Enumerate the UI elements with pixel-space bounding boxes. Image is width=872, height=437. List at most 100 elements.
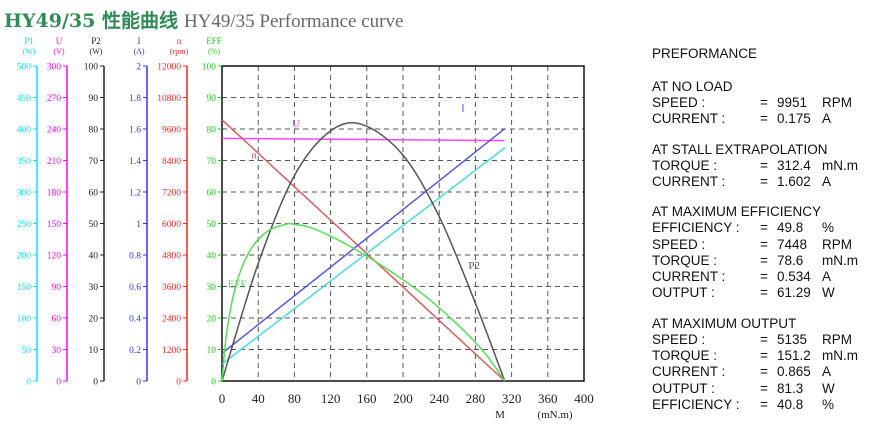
spec-equals: = — [760, 236, 768, 252]
spec-equals: = — [760, 285, 768, 301]
y-axis-unit-u: (V) — [53, 47, 64, 56]
y-tick-label-u: 60 — [52, 315, 62, 325]
y-tick-label-p1: 150 — [17, 283, 32, 293]
spec-value: 61.29 — [777, 285, 811, 301]
y-tick-label-eff: 100 — [202, 63, 217, 73]
spec-equals: = — [760, 173, 768, 189]
spec-unit: W — [822, 285, 835, 301]
y-tick-label-eff: 10 — [207, 346, 217, 356]
y-tick-label-i: 1.4 — [129, 157, 141, 167]
y-tick-label-eff: 20 — [207, 315, 217, 325]
y-tick-label-p2: 80 — [89, 126, 99, 136]
y-tick-label-i: 1.6 — [129, 126, 141, 136]
spec-value: 7448 — [777, 236, 808, 252]
y-tick-label-n: 8400 — [162, 157, 181, 167]
spec-unit: A — [822, 364, 832, 380]
y-axis-unit-i: (A) — [133, 47, 144, 56]
spec-equals: = — [760, 111, 768, 127]
spec-row: OUTPUT : = 81.3 W — [652, 381, 868, 397]
y-tick-label-p2: 60 — [89, 189, 99, 199]
y-tick-label-p1: 50 — [22, 346, 32, 356]
x-tick-label: 80 — [288, 391, 301, 406]
spec-row: TORQUE : = 151.2 mN.m — [652, 348, 868, 364]
x-tick-label: 160 — [357, 391, 377, 406]
series-label-eff: EFF — [228, 279, 247, 291]
y-tick-label-eff: 70 — [207, 157, 217, 167]
y-tick-label-n: 9600 — [162, 126, 181, 136]
y-axis-unit-eff: (%) — [208, 47, 220, 56]
y-tick-label-u: 210 — [47, 157, 62, 167]
y-tick-label-n: 3600 — [162, 283, 181, 293]
spec-value: 151.2 — [777, 348, 811, 363]
x-tick-label: 120 — [321, 391, 341, 406]
spec-value: 40.8 — [777, 396, 804, 412]
series-label-u: U — [292, 118, 300, 130]
spec-row: TORQUE : = 78.6 mN.m — [652, 253, 868, 269]
spec-label: OUTPUT : — [652, 380, 715, 396]
series-line-n — [221, 119, 506, 382]
spec-equals: = — [760, 269, 768, 285]
spec-label: CURRENT : — [652, 173, 726, 189]
spec-equals: = — [760, 220, 768, 236]
y-tick-label-u: 120 — [47, 252, 62, 262]
y-tick-label-p1: 350 — [17, 157, 32, 167]
y-tick-label-n: 4800 — [162, 252, 181, 262]
y-tick-label-eff: 90 — [207, 94, 217, 104]
y-tick-label-i: 1.2 — [129, 189, 141, 199]
spec-value: 1.602 — [777, 173, 811, 189]
spec-unit: RPM — [822, 95, 852, 110]
spec-value: 0.534 — [777, 269, 811, 285]
spec-unit: A — [822, 111, 832, 127]
y-tick-label-eff: 80 — [207, 126, 217, 136]
y-tick-label-i: 0.2 — [129, 346, 141, 356]
spec-equals: = — [760, 364, 768, 380]
y-tick-label-eff: 50 — [207, 220, 217, 230]
series-line-p2 — [221, 122, 506, 382]
series-label-n: n — [251, 150, 257, 162]
spec-unit: A — [822, 173, 832, 189]
y-tick-label-p2: 50 — [89, 220, 99, 230]
spec-row: EFFICIENCY : = 49.8% — [652, 220, 868, 236]
y-tick-label-p1: 200 — [17, 252, 32, 262]
y-tick-label-eff: 60 — [207, 189, 217, 199]
y-axis-name-i: I — [138, 36, 141, 46]
x-tick-label: 240 — [429, 391, 449, 406]
spec-section-title: AT MAXIMUM OUTPUT — [652, 315, 797, 331]
spec-unit: mN.m — [822, 157, 858, 173]
spec-label: CURRENT : — [652, 269, 726, 285]
x-axis-unit: (mN.m) — [537, 409, 572, 421]
spec-value: 0.175 — [777, 111, 811, 127]
y-tick-label-p2: 10 — [89, 346, 99, 356]
y-tick-label-n: 0 — [176, 378, 181, 388]
spec-equals: = — [760, 157, 768, 173]
y-tick-label-p1: 400 — [17, 126, 32, 136]
x-tick-label: 40 — [252, 391, 265, 406]
y-axis-name-n: n — [177, 36, 182, 46]
y-tick-label-p2: 100 — [84, 63, 99, 73]
spec-value: 0.865 — [777, 364, 811, 380]
series-line-eff — [221, 222, 506, 382]
spec-label: TORQUE : — [652, 157, 718, 173]
spec-unit: A — [822, 269, 832, 285]
x-tick-label: 0 — [219, 391, 226, 406]
spec-label: OUTPUT : — [652, 285, 715, 301]
x-tick-label: 320 — [502, 391, 522, 406]
spec-equals: = — [760, 252, 768, 268]
y-axis-unit-p2: (W) — [90, 47, 103, 56]
title-chinese: HY49/35 性能曲线 — [4, 10, 178, 32]
y-tick-label-p1: 0 — [26, 378, 31, 388]
spec-value: 81.3 — [777, 380, 804, 396]
y-axis-name-eff: EFF — [206, 36, 222, 46]
spec-unit: RPM — [822, 331, 852, 347]
y-axis-unit-p1: (W) — [23, 47, 36, 56]
spec-label: CURRENT : — [652, 364, 726, 380]
spec-equals: = — [760, 348, 768, 363]
y-tick-label-p2: 30 — [89, 283, 99, 293]
spec-row: SPEED : = 9951 RPM — [652, 95, 868, 111]
spec-value: 78.6 — [777, 252, 804, 268]
spec-label: EFFICIENCY : — [652, 220, 740, 236]
spec-value: 312.4 — [777, 157, 811, 173]
y-tick-label-u: 30 — [52, 346, 62, 356]
y-tick-label-p1: 500 — [17, 63, 32, 73]
spec-equals: = — [760, 396, 768, 412]
